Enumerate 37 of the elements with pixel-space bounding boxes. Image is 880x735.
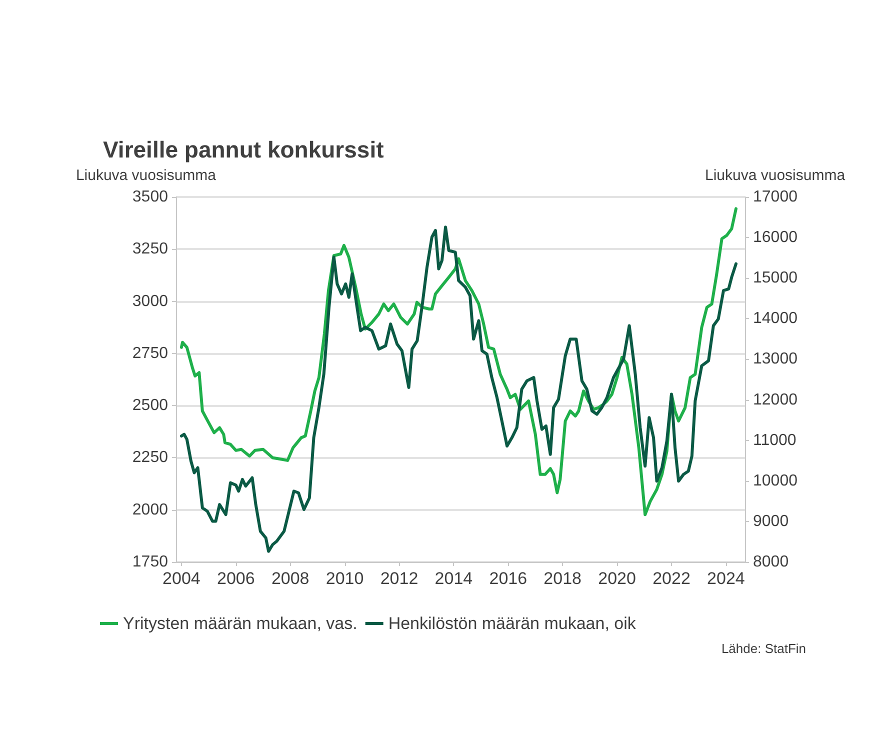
x-tick-label: 2010 bbox=[326, 569, 364, 588]
y2-tick-label: 11000 bbox=[753, 432, 796, 449]
x-tick-label: 2012 bbox=[380, 569, 418, 588]
y2-axis-title: Liukuva vuosisumma bbox=[705, 167, 846, 184]
x-tick-label: 2022 bbox=[652, 569, 690, 588]
line-series bbox=[180, 226, 738, 553]
y2-tick-label: 15000 bbox=[753, 270, 798, 287]
text: Lähde: StatFin bbox=[721, 641, 806, 656]
y-tick-label: 2750 bbox=[132, 344, 168, 362]
legend-label: Yritysten määrän mukaan, vas. bbox=[123, 614, 358, 633]
y-tick-label: 3250 bbox=[132, 240, 168, 258]
y-axis-title: Liukuva vuosisumma bbox=[76, 167, 217, 184]
y-tick-label: 3500 bbox=[132, 188, 168, 206]
x-tick-label: 2016 bbox=[489, 569, 528, 588]
y2-tick-label: 17000 bbox=[753, 188, 798, 206]
legend-label: Henkilöstön määrän mukaan, oik bbox=[388, 614, 636, 633]
y2-tick-label: 14000 bbox=[753, 310, 798, 328]
x-tick-label: 2006 bbox=[216, 569, 255, 588]
y2-tick-label: 16000 bbox=[753, 229, 798, 246]
y2-tick-label: 8000 bbox=[753, 554, 789, 570]
line-series bbox=[180, 207, 738, 516]
x-tick-label: 2024 bbox=[707, 569, 745, 588]
x-tick-label: 2008 bbox=[271, 569, 310, 588]
x-tick-label: 2018 bbox=[544, 569, 582, 588]
y-tick-label: 2500 bbox=[132, 397, 168, 414]
y2-tick-label: 10000 bbox=[753, 472, 798, 490]
y-tick-label: 3000 bbox=[132, 292, 168, 310]
y2-tick-label: 12000 bbox=[753, 391, 798, 408]
y-tick-label: 2250 bbox=[132, 449, 168, 466]
y-tick-label: 2000 bbox=[132, 501, 168, 518]
chart-title: Vireille pannut konkurssit bbox=[103, 136, 384, 162]
y-tick-label: 1750 bbox=[132, 554, 168, 570]
x-tick-label: 2014 bbox=[434, 569, 473, 588]
x-tick-label: 2020 bbox=[598, 569, 636, 588]
y2-tick-label: 9000 bbox=[753, 512, 789, 530]
y2-tick-label: 13000 bbox=[753, 350, 798, 368]
x-tick-label: 2004 bbox=[162, 569, 200, 588]
